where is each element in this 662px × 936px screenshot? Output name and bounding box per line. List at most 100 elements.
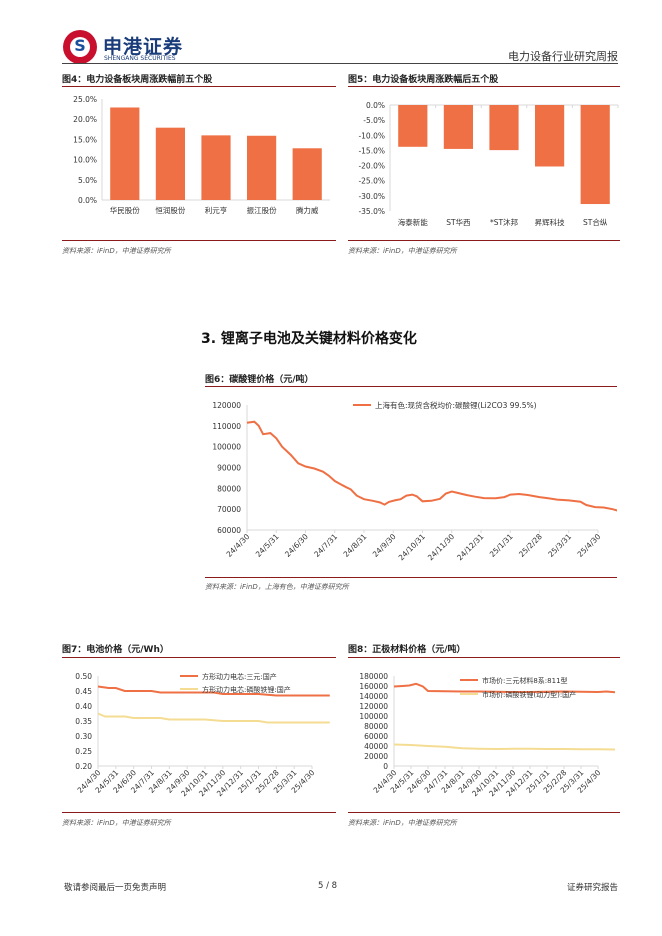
fig8-g-ytick: 120000 <box>359 702 388 711</box>
fig4-g-bar <box>292 148 322 200</box>
fig7-g-legend-label: 方形动力电芯:三元:国产 <box>202 672 277 681</box>
fig4-g-ytick: 20.0% <box>73 115 97 124</box>
fig6-g-xtick-label: 24/4/30 <box>225 532 252 559</box>
fig5-g-category-label: ST华西 <box>446 217 471 227</box>
fig4-g-ytick: 10.0% <box>73 156 97 165</box>
fig6-source-rule <box>205 577 617 578</box>
fig4-title: 图4：电力设备板块周涨跌幅前五个股 <box>62 75 213 85</box>
fig5-g-category-label: *ST沐邦 <box>490 217 519 227</box>
fig7-title: 图7：电池价格（元/Wh） <box>62 645 169 655</box>
fig4-g-ytick: 25.0% <box>73 95 97 104</box>
header-divider <box>62 63 618 64</box>
fig6-g-ytick: 80000 <box>217 484 241 493</box>
fig7-g-ytick: 0.30 <box>75 732 92 741</box>
fig4-source: 资料来源：iFinD，中港证券研究所 <box>62 247 171 255</box>
logo-s-icon: S <box>74 36 86 55</box>
fig8-source-rule <box>348 812 620 813</box>
fig4-g-bar <box>201 135 231 200</box>
fig6-g-legend-label: 上海有色:现货含税均价:碳酸锂(Li2CO3 99.5%) <box>375 400 537 410</box>
fig8-g-legend-label: 市场价:三元材料8系:811型 <box>482 676 568 685</box>
fig5-title: 图5：电力设备板块周涨跌幅后五个股 <box>348 75 499 85</box>
fig8-g-ytick: 20000 <box>364 752 388 761</box>
fig8-g-series-line <box>393 743 616 751</box>
fig4-chart: 0.0% 5.0% 10.0% 15.0% 20.0% 25.0% 华民股份 恒润股份 利元亨 振… <box>73 95 330 215</box>
fig7-source: 资料来源：iFinD，中港证券研究所 <box>62 819 171 827</box>
fig7-source-rule <box>62 812 336 813</box>
section-title: 3. 锂离子电池及关键材料价格变化 <box>201 331 417 347</box>
fig5-title-rule <box>348 86 620 87</box>
fig6-g-ytick: 90000 <box>217 464 241 473</box>
fig4-g-bar <box>247 135 277 200</box>
fig6-g-xtick-label: 24/8/31 <box>342 532 369 559</box>
fig5-g-category-label: 昇辉科技 <box>535 217 565 227</box>
logo-text-en: SHENGANG SECURITIES <box>104 55 176 62</box>
fig7-g-series-line <box>97 685 330 697</box>
fig4-g-ytick: 0.0% <box>78 196 97 205</box>
fig6-title: 图6：碳酸锂价格（元/吨） <box>205 375 314 385</box>
fig5-chart: 0.0% -5.0% -10.0% -15.0% -20.0% -25.0% -30.0% -… <box>358 101 619 227</box>
fig4-source-rule <box>62 240 336 241</box>
fig4-g-category-label: 振江股份 <box>247 205 277 215</box>
fig6-g-xtick-label: 25/1/31 <box>488 532 515 559</box>
fig5-g-ytick: -5.0% <box>363 116 385 125</box>
fig6-g-xtick-label: 24/11/30 <box>426 532 456 562</box>
fig4-g-bar <box>155 127 185 200</box>
fig6-g-ytick: 60000 <box>217 526 241 535</box>
fig4-g-ytick: 5.0% <box>78 176 97 185</box>
fig7-g-series-line <box>97 712 330 724</box>
fig6-chart: 60000 70000 80000 90000 100000 110000 120000 24… <box>212 400 617 562</box>
fig5-source: 资料来源：iFinD，中港证券研究所 <box>348 247 457 255</box>
fig8-source: 资料来源：iFinD，中港证券研究所 <box>348 819 457 827</box>
fig4-g-category-label: 华民股份 <box>110 205 140 215</box>
fig6-source: 资料来源：iFinD，上海有色，中港证券研究所 <box>205 583 349 591</box>
fig5-g-bar <box>535 105 565 167</box>
fig5-g-ytick: -20.0% <box>358 162 385 171</box>
fig8-g-ytick: 100000 <box>359 712 388 721</box>
fig8-g-ytick: 80000 <box>364 722 388 731</box>
fig5-g-ytick: -10.0% <box>358 131 385 140</box>
fig5-g-ytick: 0.0% <box>366 101 385 110</box>
fig6-g-xtick-label: 24/9/30 <box>371 532 398 559</box>
fig7-g-ytick: 0.50 <box>75 672 92 681</box>
fig5-g-bar <box>489 105 519 151</box>
footer-disclaimer: 敬请参阅最后一页免责声明 <box>64 883 167 893</box>
fig5-g-ytick: -25.0% <box>358 177 385 186</box>
fig6-g-xtick-label: 24/7/31 <box>312 532 339 559</box>
fig7-g-ytick: 0.25 <box>75 747 92 756</box>
fig5-g-ytick: -30.0% <box>358 192 385 201</box>
fig6-g-ytick: 100000 <box>212 443 241 452</box>
fig8-title-rule <box>348 657 620 658</box>
fig8-g-ytick: 60000 <box>364 732 388 741</box>
fig5-g-bar <box>398 105 428 147</box>
fig4-g-bar <box>110 107 140 200</box>
fig8-g-ytick: 140000 <box>359 692 388 701</box>
fig6-g-xtick-label: 24/12/31 <box>455 532 485 562</box>
fig8-g-ytick: 0 <box>383 762 388 771</box>
fig8-g-legend-label: 市场价:磷酸铁锂(动力型):国产 <box>482 690 576 699</box>
fig6-g-series-line <box>246 420 617 512</box>
page-number: 5 / 8 <box>318 881 338 891</box>
fig6-title-rule <box>205 386 617 387</box>
fig6-g-xtick-label: 25/4/30 <box>576 532 603 559</box>
fig8-g-ytick: 40000 <box>364 742 388 751</box>
fig5-source-rule <box>348 240 620 241</box>
footer-report-label: 证券研究报告 <box>566 883 618 893</box>
fig4-g-category-label: 腾力威 <box>296 205 319 215</box>
fig7-g-ytick: 0.40 <box>75 702 92 711</box>
fig7-g-ytick: 0.35 <box>75 717 92 726</box>
fig6-g-xtick-label: 25/2/28 <box>517 532 544 559</box>
fig8-g-ytick: 160000 <box>359 682 388 691</box>
fig5-g-ytick: -15.0% <box>358 146 385 155</box>
report-type: 电力设备行业研究周报 <box>508 50 618 63</box>
fig8-title: 图8：正极材料价格（元/吨） <box>348 645 466 655</box>
logo-text-cn: 申港证券 <box>103 36 184 58</box>
fig6-g-xtick-label: 24/10/31 <box>397 532 427 562</box>
fig6-g-xtick-label: 24/6/30 <box>283 532 310 559</box>
fig8-chart: 0200004000060000800001000001200001400001… <box>359 672 616 798</box>
fig6-g-xtick-label: 24/5/31 <box>254 532 281 559</box>
fig6-g-xtick-label: 25/3/31 <box>546 532 573 559</box>
fig6-g-ytick: 70000 <box>217 505 241 514</box>
fig4-g-ytick: 15.0% <box>73 135 97 144</box>
fig5-g-ytick: -35.0% <box>358 207 385 216</box>
fig8-g-ytick: 180000 <box>359 672 388 681</box>
